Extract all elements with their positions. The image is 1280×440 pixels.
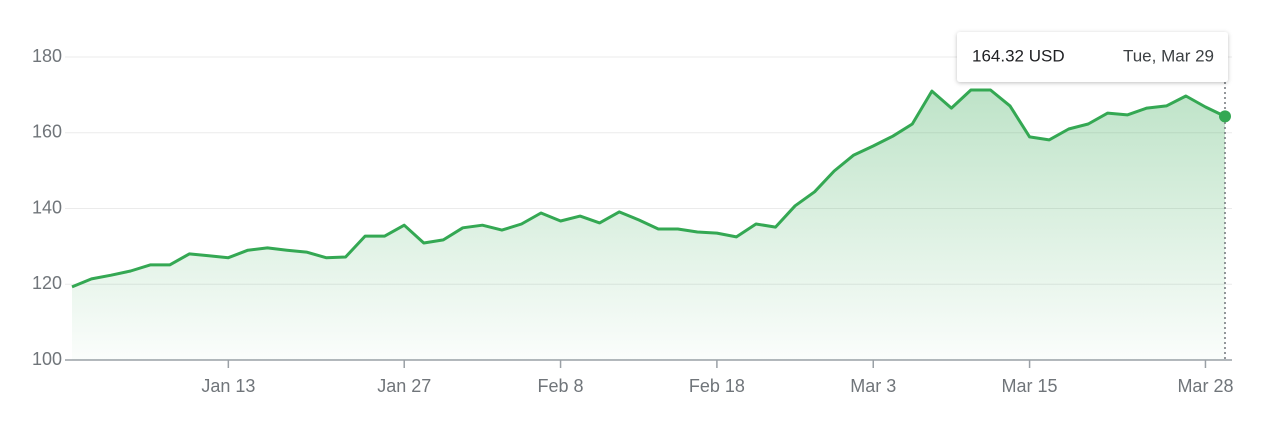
x-tick-label: Mar 3 — [850, 376, 896, 396]
x-tick-label: Mar 15 — [1002, 376, 1058, 396]
y-tick-label: 140 — [32, 197, 62, 217]
x-tick-label: Feb 18 — [689, 376, 745, 396]
y-tick-label: 160 — [32, 122, 62, 142]
tooltip: 164.32 USD Tue, Mar 29 — [957, 32, 1228, 82]
x-tick-label: Jan 13 — [201, 376, 255, 396]
tooltip-value: 164.32 USD — [972, 46, 1065, 65]
y-tick-label: 100 — [32, 349, 62, 369]
tooltip-box — [957, 32, 1228, 82]
y-tick-label: 120 — [32, 273, 62, 293]
y-tick-label: 180 — [32, 46, 62, 66]
price-line — [71, 88, 1226, 289]
x-tick-label: Jan 27 — [377, 376, 431, 396]
x-tick-label: Mar 28 — [1177, 376, 1233, 396]
hover-point — [1219, 110, 1231, 123]
tooltip-date: Tue, Mar 29 — [1123, 46, 1214, 65]
x-tick-label: Feb 8 — [538, 376, 584, 396]
